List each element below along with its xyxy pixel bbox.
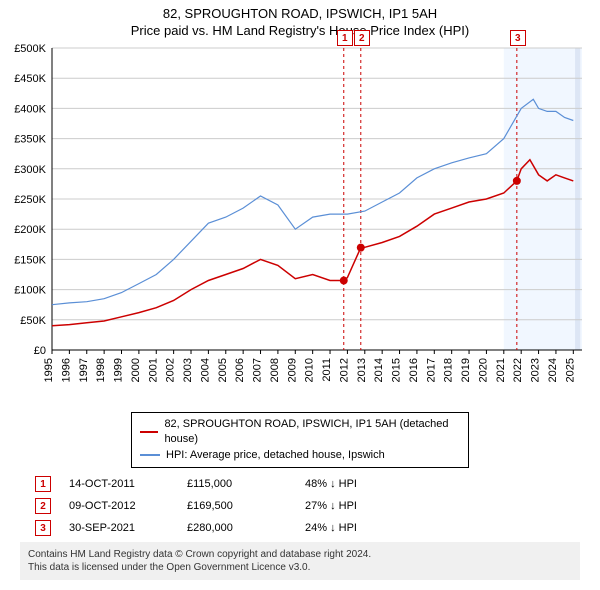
svg-text:2024: 2024 xyxy=(547,358,559,382)
svg-text:£350K: £350K xyxy=(14,134,46,146)
svg-text:£150K: £150K xyxy=(14,254,46,266)
svg-text:2003: 2003 xyxy=(182,358,194,382)
svg-text:2025: 2025 xyxy=(564,358,576,382)
svg-text:2002: 2002 xyxy=(165,358,177,382)
svg-text:£100K: £100K xyxy=(14,285,46,297)
svg-text:1995: 1995 xyxy=(43,358,55,382)
svg-text:1999: 1999 xyxy=(113,358,125,382)
legend-swatch xyxy=(140,454,160,456)
event-number: 3 xyxy=(35,520,51,536)
event-price: £169,500 xyxy=(187,500,287,512)
footer-line-2: This data is licensed under the Open Gov… xyxy=(28,561,572,574)
event-marker-2: 2 xyxy=(354,30,370,46)
footer-attribution: Contains HM Land Registry data © Crown c… xyxy=(20,542,580,580)
event-marker-1: 1 xyxy=(337,30,353,46)
event-number: 1 xyxy=(35,476,51,492)
svg-text:2021: 2021 xyxy=(495,358,507,382)
svg-text:2000: 2000 xyxy=(130,358,142,382)
chart-svg: £0 £50K £100K £150K £200K £250K £300K £350K £400… xyxy=(0,0,600,405)
svg-text:£500K: £500K xyxy=(14,43,46,55)
svg-text:2006: 2006 xyxy=(234,358,246,382)
event-diff: 48% ↓ HPI xyxy=(305,478,565,490)
svg-text:£250K: £250K xyxy=(14,194,46,206)
legend-label: 82, SPROUGHTON ROAD, IPSWICH, IP1 5AH (d… xyxy=(164,417,460,448)
svg-text:2020: 2020 xyxy=(477,358,489,382)
event-number: 2 xyxy=(35,498,51,514)
svg-text:2023: 2023 xyxy=(530,358,542,382)
svg-text:2016: 2016 xyxy=(408,358,420,382)
event-date: 09-OCT-2012 xyxy=(69,500,169,512)
svg-text:2018: 2018 xyxy=(443,358,455,382)
svg-text:2011: 2011 xyxy=(321,358,333,382)
svg-text:2004: 2004 xyxy=(199,358,211,382)
svg-text:£200K: £200K xyxy=(14,224,46,236)
svg-text:2008: 2008 xyxy=(269,358,281,382)
svg-text:1998: 1998 xyxy=(95,358,107,382)
legend-swatch xyxy=(140,431,158,433)
event-date: 14-OCT-2011 xyxy=(69,478,169,490)
svg-text:2019: 2019 xyxy=(460,358,472,382)
events-table: 1 14-OCT-2011 £115,000 48% ↓ HPI 2 09-OCT-201… xyxy=(35,476,565,536)
svg-text:2014: 2014 xyxy=(373,358,385,382)
event-row: 1 14-OCT-2011 £115,000 48% ↓ HPI xyxy=(35,476,565,492)
chart-container: { "title_line1": "82, SPROUGHTON ROAD, I… xyxy=(0,0,600,590)
legend: 82, SPROUGHTON ROAD, IPSWICH, IP1 5AH (d… xyxy=(131,412,469,468)
legend-label: HPI: Average price, detached house, Ipsw… xyxy=(166,448,385,463)
svg-text:2012: 2012 xyxy=(338,358,350,382)
event-date: 30-SEP-2021 xyxy=(69,522,169,534)
event-row: 2 09-OCT-2012 £169,500 27% ↓ HPI xyxy=(35,498,565,514)
svg-text:£400K: £400K xyxy=(14,103,46,115)
svg-text:£50K: £50K xyxy=(20,315,46,327)
svg-text:2013: 2013 xyxy=(356,358,368,382)
legend-row: 82, SPROUGHTON ROAD, IPSWICH, IP1 5AH (d… xyxy=(140,417,460,448)
svg-text:2005: 2005 xyxy=(217,358,229,382)
svg-text:2009: 2009 xyxy=(286,358,298,382)
event-marker-3: 3 xyxy=(510,30,526,46)
event-price: £280,000 xyxy=(187,522,287,534)
svg-text:2022: 2022 xyxy=(512,358,524,382)
svg-text:2017: 2017 xyxy=(425,358,437,382)
legend-row: HPI: Average price, detached house, Ipsw… xyxy=(140,448,460,463)
footer-line-1: Contains HM Land Registry data © Crown c… xyxy=(28,548,572,561)
svg-text:2007: 2007 xyxy=(252,358,264,382)
svg-text:2001: 2001 xyxy=(147,358,159,382)
event-diff: 27% ↓ HPI xyxy=(305,500,565,512)
svg-text:£0: £0 xyxy=(34,345,46,357)
event-diff: 24% ↓ HPI xyxy=(305,522,565,534)
svg-text:£450K: £450K xyxy=(14,73,46,85)
event-price: £115,000 xyxy=(187,478,287,490)
svg-text:2015: 2015 xyxy=(391,358,403,382)
svg-text:2010: 2010 xyxy=(304,358,316,382)
event-row: 3 30-SEP-2021 £280,000 24% ↓ HPI xyxy=(35,520,565,536)
svg-text:1996: 1996 xyxy=(60,358,72,382)
svg-text:£300K: £300K xyxy=(14,164,46,176)
svg-text:1997: 1997 xyxy=(78,358,90,382)
